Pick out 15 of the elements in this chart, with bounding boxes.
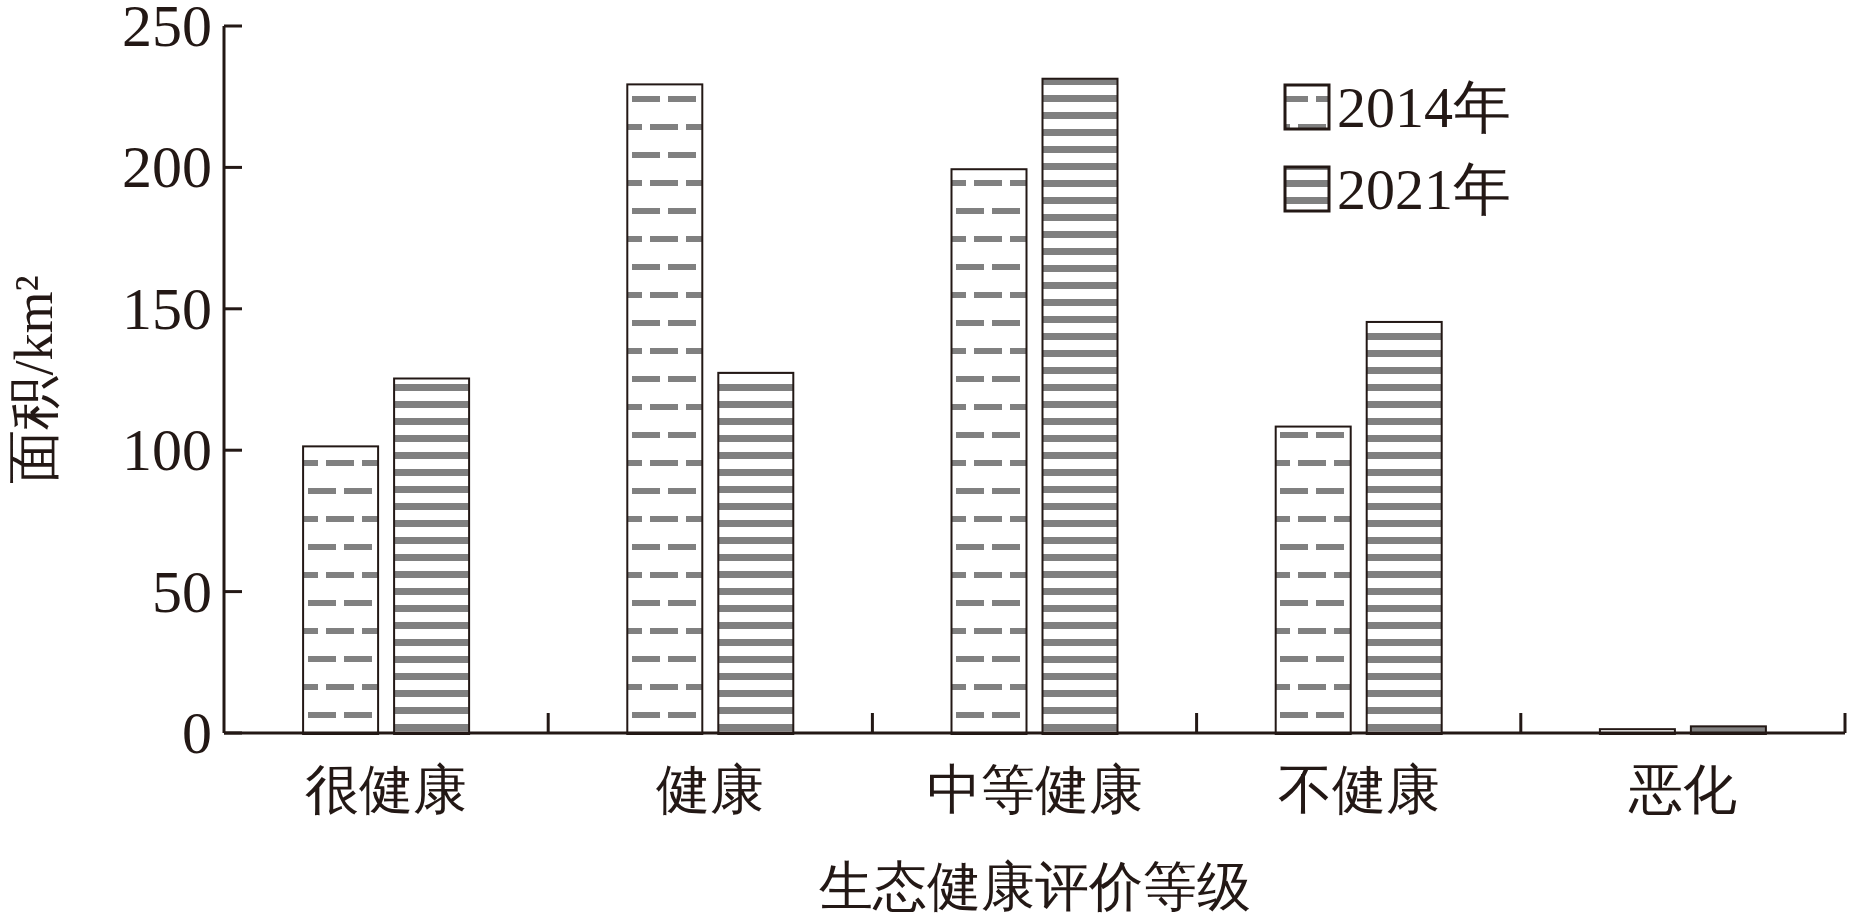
legend-label: 2021年	[1337, 157, 1511, 222]
y-axis-title: 面积/km²	[4, 275, 64, 484]
y-tick-label: 100	[122, 417, 212, 484]
x-tick-label: 很健康	[305, 760, 468, 820]
y-tick-label: 150	[122, 275, 212, 342]
legend-label: 2014年	[1337, 75, 1511, 140]
x-axis-title: 生态健康评价等级	[818, 857, 1251, 917]
y-tick-label: 250	[122, 0, 212, 59]
x-tick-label: 健康	[656, 760, 765, 820]
y-tick-label: 0	[182, 700, 212, 766]
x-tick-label: 恶化	[1627, 760, 1737, 820]
x-tick-label: 不健康	[1277, 760, 1440, 820]
x-tick-label: 中等健康	[926, 760, 1143, 820]
y-tick-label: 50	[152, 558, 212, 625]
y-tick-label: 200	[122, 134, 212, 201]
